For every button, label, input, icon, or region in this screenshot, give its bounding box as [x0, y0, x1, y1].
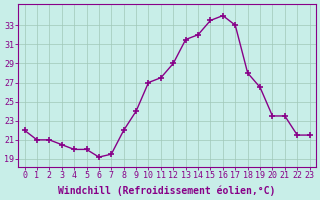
X-axis label: Windchill (Refroidissement éolien,°C): Windchill (Refroidissement éolien,°C)	[58, 185, 276, 196]
